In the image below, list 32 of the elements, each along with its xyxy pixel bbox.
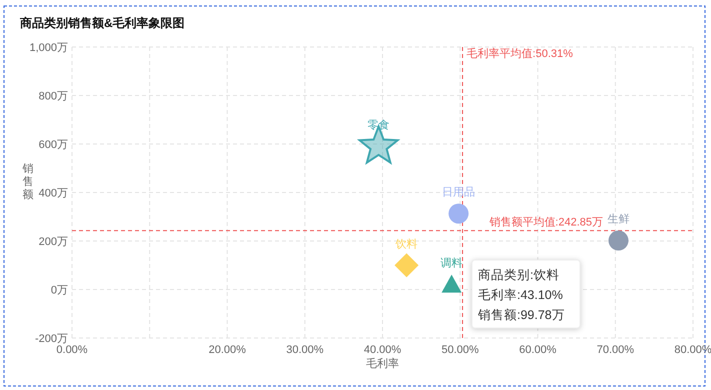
x-tick-label: 50.00% [441,344,479,356]
y-tick-label: -200万 [34,333,68,345]
series-label: 零食 [368,119,390,132]
point [448,204,469,224]
chart-title: 商品类别销售额&毛利率象限图 [19,16,185,30]
series-label: 生鲜 [607,212,630,226]
annotation: 商品类别:饮料 [478,268,560,282]
x-tick-label: 20.00% [208,344,246,356]
x-tick-label: 60.00% [519,344,557,356]
series-label: 调料 [440,256,463,270]
x-tick-label: 30.00% [286,344,324,356]
series-label: 日用品 [442,186,476,199]
point [394,253,419,278]
y-tick-label: 800万 [38,90,68,102]
annotation: 销售额:99.78万 [477,308,565,322]
x-tick-label: 40.00% [364,344,402,356]
x-tick-label: 80.00% [674,344,711,356]
point [608,230,628,251]
x-axis-title: 毛利率 [366,357,399,370]
point [442,274,462,293]
y-axis-title: 销售额 [22,163,34,201]
y-tick-label: 200万 [38,236,68,248]
ref-line-label: 销售额平均值:242.85万 [488,216,603,229]
y-tick-label: 1,000万 [29,42,68,54]
series-label: 饮料 [394,237,418,250]
y-tick-label: 400万 [38,188,68,200]
x-tick-label: 0.00% [56,344,88,356]
y-tick-label: 600万 [38,139,68,151]
ref-line-label: 毛利率平均值:50.31% [466,47,574,60]
annotation: 毛利率:43.10% [478,287,563,302]
x-tick-label: 70.00% [596,344,634,356]
y-tick-label: 0万 [50,284,68,296]
